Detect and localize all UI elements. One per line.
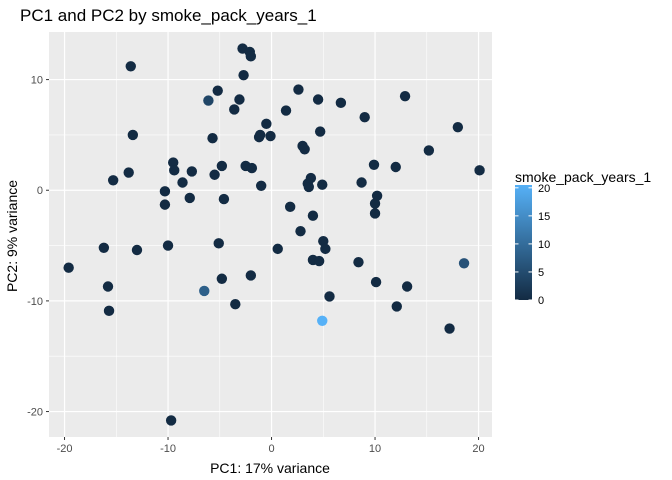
data-point [168,157,179,168]
data-point [312,94,324,105]
data-point [127,129,139,141]
data-point [209,169,220,180]
data-point [299,144,310,155]
major-gridlines [49,32,492,437]
data-point [238,69,249,81]
data-point [229,104,240,115]
data-point [184,192,195,204]
data-point [324,291,335,302]
data-point [102,281,114,292]
data-point [452,121,464,133]
legend-tick-label: 15 [538,211,550,223]
data-point [159,199,171,210]
data-point [423,145,435,156]
data-point [212,85,223,96]
legend-title: smoke_pack_years_1 [515,169,651,185]
data-point [320,243,331,255]
x-tick-label: -10 [160,443,176,455]
data-point [272,243,283,255]
data-point [303,181,314,193]
data-point [295,225,306,237]
data-point [265,130,276,142]
data-point [444,323,455,334]
data-point [359,112,370,123]
legend-tick-label: 5 [538,267,544,279]
data-points [63,43,485,426]
data-point [207,133,218,144]
data-point [186,166,198,177]
data-point [246,162,258,174]
data-point [216,160,228,172]
x-tick-label: -20 [57,443,73,455]
data-point [123,167,134,178]
data-point [317,179,328,190]
data-point [399,90,411,102]
data-point [254,129,266,141]
data-point [107,175,119,186]
data-point [314,126,326,137]
data-point [370,276,382,288]
data-point [474,165,485,176]
data-point [234,94,245,105]
data-point [401,281,413,292]
data-point [356,177,367,188]
legend-tick-label: 10 [538,239,550,251]
data-point [216,273,228,284]
data-point [390,161,401,173]
panel-background [49,32,492,437]
data-point [63,262,74,273]
data-point [169,165,180,176]
legend-tick-label: 20 [538,183,550,195]
y-tick-label: 10 [31,75,43,87]
y-tick-label: -10 [27,296,43,308]
data-point [335,97,347,109]
data-point [199,285,210,297]
x-axis: -20 -10 0 10 20 [57,437,485,455]
x-tick-label: 10 [369,443,381,455]
data-point [245,51,257,62]
data-point [317,315,328,327]
plot-panel [49,32,492,437]
data-point [369,208,381,219]
data-point [218,193,230,205]
data-point [391,301,402,312]
data-point [162,240,174,251]
data-point [159,186,171,197]
data-point [230,299,241,310]
data-point [368,159,380,170]
data-point [98,242,110,253]
chart-title: PC1 and PC2 by smoke_pack_years_1 [20,6,317,25]
data-point [255,180,267,192]
y-tick-label: 0 [37,185,43,197]
data-point [313,255,325,267]
data-point [103,305,115,317]
x-axis-title: PC1: 17% variance [210,460,330,476]
data-point [371,190,383,201]
legend-tick-label: 0 [538,295,544,307]
data-point [203,95,214,106]
data-point [261,118,272,130]
data-point [213,238,224,249]
legend-colorbar [515,185,532,300]
color-legend: smoke_pack_years_1 0 5 10 15 20 [515,169,651,307]
data-point [177,177,188,188]
data-point [458,258,470,269]
data-point [165,415,177,426]
data-point [125,61,136,72]
x-tick-label: 20 [472,443,484,455]
y-tick-label: -20 [27,407,43,419]
y-axis-title: PC2: 9% variance [4,180,20,292]
data-point [353,256,364,268]
data-point [280,105,292,116]
legend-ticks: 0 5 10 15 20 [515,183,550,307]
x-tick-label: 0 [268,443,274,455]
y-axis: -20 -10 0 10 [27,75,49,419]
data-point [307,210,319,221]
data-point [293,84,304,95]
data-point [131,244,143,256]
data-point [305,172,317,184]
data-point [284,201,296,213]
data-point [245,270,257,281]
